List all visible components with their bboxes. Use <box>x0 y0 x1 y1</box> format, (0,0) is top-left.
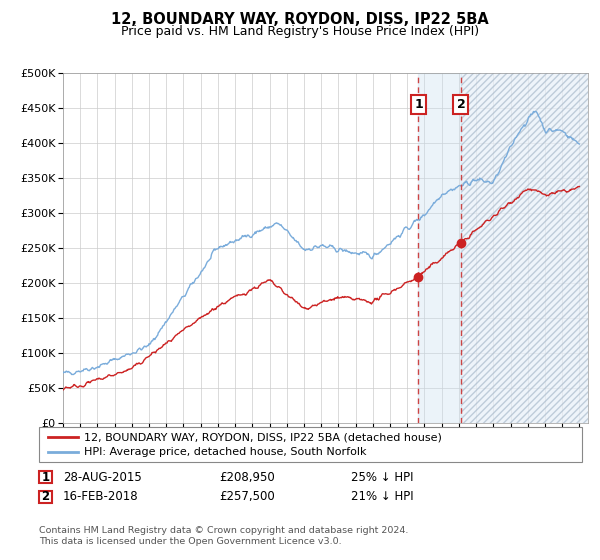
Text: 1: 1 <box>414 98 423 111</box>
Text: 2: 2 <box>457 98 466 111</box>
Text: 21% ↓ HPI: 21% ↓ HPI <box>351 490 413 503</box>
Text: Price paid vs. HM Land Registry's House Price Index (HPI): Price paid vs. HM Land Registry's House … <box>121 25 479 38</box>
Text: 25% ↓ HPI: 25% ↓ HPI <box>351 470 413 484</box>
Bar <box>461 73 600 423</box>
Text: 16-FEB-2018: 16-FEB-2018 <box>63 490 139 503</box>
Text: £208,950: £208,950 <box>219 470 275 484</box>
Text: 12, BOUNDARY WAY, ROYDON, DISS, IP22 5BA (detached house): 12, BOUNDARY WAY, ROYDON, DISS, IP22 5BA… <box>84 432 442 442</box>
Bar <box>461 73 600 423</box>
Bar <box>418 73 461 423</box>
Text: HPI: Average price, detached house, South Norfolk: HPI: Average price, detached house, Sout… <box>84 447 367 458</box>
Text: Contains HM Land Registry data © Crown copyright and database right 2024.
This d: Contains HM Land Registry data © Crown c… <box>39 526 409 546</box>
Text: 2: 2 <box>41 490 50 503</box>
Text: 12, BOUNDARY WAY, ROYDON, DISS, IP22 5BA: 12, BOUNDARY WAY, ROYDON, DISS, IP22 5BA <box>111 12 489 27</box>
Text: £257,500: £257,500 <box>219 490 275 503</box>
Text: 28-AUG-2015: 28-AUG-2015 <box>63 470 142 484</box>
Text: 1: 1 <box>41 470 50 484</box>
